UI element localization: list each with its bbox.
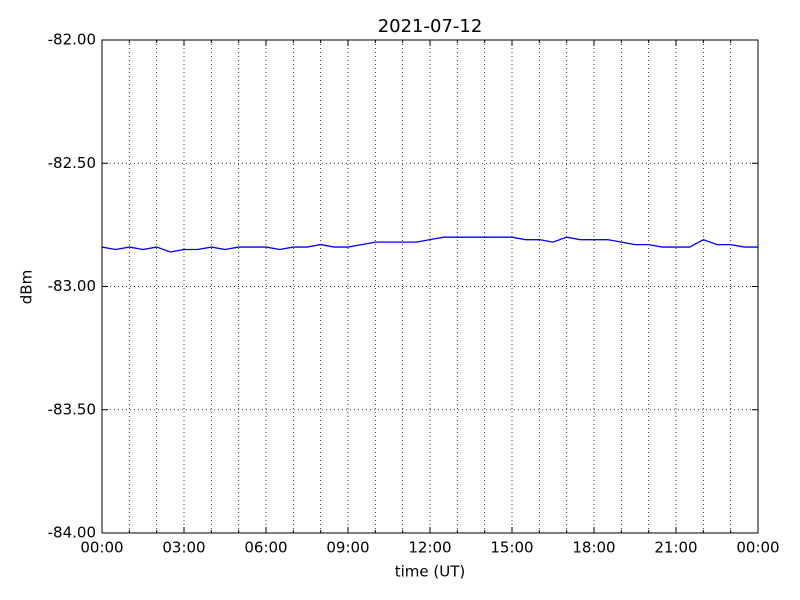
x-axis-label: time (UT) [395,563,466,581]
y-tick-label: -83.50 [48,400,96,418]
plot-frame [101,39,759,534]
y-tick-label: -83.00 [48,277,96,295]
x-tick-label: 09:00 [326,539,369,557]
x-tick-label: 00:00 [736,539,779,557]
x-tick-label: 18:00 [572,539,615,557]
data-line [101,236,758,253]
y-tick-label: -82.50 [48,154,96,172]
y-tick-label: -82.00 [48,31,96,49]
y-axis-label: dBm [18,270,36,304]
y-tick-label: -84.00 [48,524,96,542]
x-tick-label: 03:00 [162,539,205,557]
x-tick-label: 15:00 [490,539,533,557]
x-tick-label: 06:00 [244,539,287,557]
chart-title: 2021-07-12 [378,16,483,37]
x-tick-label: 12:00 [408,539,451,557]
x-tick-label: 21:00 [654,539,697,557]
x-tick-label: 00:00 [80,539,123,557]
